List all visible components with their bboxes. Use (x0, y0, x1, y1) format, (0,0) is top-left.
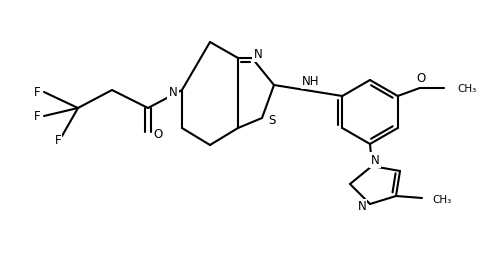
Text: N: N (254, 47, 262, 60)
Text: CH₃: CH₃ (432, 195, 451, 205)
Text: NH: NH (302, 75, 319, 88)
Text: CH₃: CH₃ (458, 84, 477, 94)
Text: N: N (358, 199, 366, 213)
Text: S: S (268, 114, 276, 126)
Text: F: F (55, 134, 61, 147)
Text: O: O (416, 72, 425, 86)
Text: F: F (34, 86, 40, 99)
Text: F: F (34, 109, 40, 122)
Text: N: N (168, 86, 177, 99)
Text: N: N (371, 153, 379, 167)
Text: O: O (153, 128, 163, 140)
